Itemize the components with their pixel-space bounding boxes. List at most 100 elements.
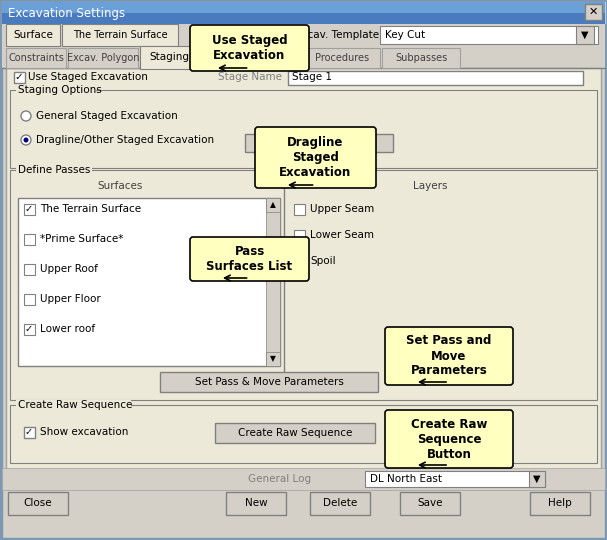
Bar bbox=[266, 198, 280, 366]
Text: The Terrain Surface: The Terrain Surface bbox=[73, 30, 168, 40]
FancyBboxPatch shape bbox=[190, 237, 309, 281]
Bar bbox=[380, 26, 598, 44]
Bar bbox=[266, 198, 280, 212]
Bar bbox=[530, 492, 590, 515]
Bar bbox=[400, 492, 460, 515]
Bar bbox=[294, 204, 305, 215]
Bar bbox=[16, 85, 96, 95]
Text: Delete: Delete bbox=[323, 498, 357, 508]
Bar bbox=[2, 2, 605, 13]
Text: Lower roof: Lower roof bbox=[40, 324, 95, 334]
Text: Dragline/Other Staged Excavation: Dragline/Other Staged Excavation bbox=[36, 135, 214, 145]
Bar bbox=[6, 68, 601, 486]
Circle shape bbox=[21, 135, 31, 145]
Bar bbox=[226, 492, 286, 515]
Text: Pass
Surfaces List: Pass Surfaces List bbox=[206, 245, 293, 273]
Bar bbox=[6, 24, 60, 46]
FancyBboxPatch shape bbox=[255, 127, 376, 188]
Bar bbox=[18, 198, 280, 366]
Text: Excavation Settings: Excavation Settings bbox=[8, 6, 125, 19]
Text: Create Raw Sequence: Create Raw Sequence bbox=[238, 428, 352, 438]
Bar bbox=[266, 352, 280, 366]
Text: Draw Limiting Polygon: Draw Limiting Polygon bbox=[260, 137, 378, 147]
Bar bbox=[10, 170, 597, 400]
Bar bbox=[68, 48, 138, 68]
Text: ▼: ▼ bbox=[534, 474, 541, 484]
Text: Staging: Staging bbox=[149, 52, 189, 62]
Bar bbox=[2, 468, 605, 490]
Bar bbox=[2, 24, 605, 46]
Circle shape bbox=[24, 138, 29, 143]
Bar bbox=[10, 90, 597, 168]
Bar bbox=[2, 2, 605, 24]
Text: DL North East: DL North East bbox=[370, 474, 442, 484]
Bar bbox=[382, 48, 460, 68]
Text: Stage Name: Stage Name bbox=[218, 72, 282, 82]
Text: Upper Floor: Upper Floor bbox=[40, 294, 101, 304]
Bar bbox=[160, 372, 378, 392]
Text: Upper Roof: Upper Roof bbox=[40, 264, 98, 274]
Text: Subpasses: Subpasses bbox=[395, 53, 447, 63]
Bar bbox=[140, 46, 198, 69]
Text: General Log: General Log bbox=[248, 474, 311, 484]
Text: The Terrain Surface: The Terrain Surface bbox=[40, 204, 141, 214]
Text: Layers: Layers bbox=[413, 181, 447, 191]
Text: Help: Help bbox=[548, 498, 572, 508]
Bar bbox=[6, 48, 66, 68]
Bar bbox=[529, 471, 545, 487]
Text: New: New bbox=[245, 498, 267, 508]
Text: Surfaces: Surfaces bbox=[97, 181, 143, 191]
Text: Close: Close bbox=[24, 498, 52, 508]
Text: Define Passes: Define Passes bbox=[18, 165, 90, 175]
Text: Upper Seam: Upper Seam bbox=[310, 204, 375, 214]
FancyBboxPatch shape bbox=[385, 327, 513, 385]
Bar bbox=[310, 492, 370, 515]
Text: Spoil: Spoil bbox=[310, 256, 336, 266]
Bar bbox=[365, 471, 545, 487]
Bar bbox=[16, 400, 131, 410]
Text: Set Pass & Move Parameters: Set Pass & Move Parameters bbox=[195, 377, 344, 387]
Text: ✓: ✓ bbox=[15, 72, 24, 82]
Text: Save: Save bbox=[417, 498, 443, 508]
Bar bbox=[24, 324, 35, 335]
Bar bbox=[576, 26, 594, 44]
Bar bbox=[24, 427, 35, 438]
Bar bbox=[288, 71, 583, 85]
FancyBboxPatch shape bbox=[385, 410, 513, 468]
Text: General Staged Excavation: General Staged Excavation bbox=[36, 111, 178, 121]
Text: Stage 1: Stage 1 bbox=[292, 72, 332, 82]
Bar bbox=[200, 48, 303, 68]
Text: ✓: ✓ bbox=[25, 427, 33, 437]
Bar bbox=[24, 204, 35, 215]
Text: *Prime Surface*: *Prime Surface* bbox=[40, 234, 123, 244]
Bar bbox=[24, 264, 35, 275]
Text: Key Cut: Key Cut bbox=[385, 30, 425, 40]
Text: ✓: ✓ bbox=[25, 324, 33, 334]
Bar bbox=[24, 234, 35, 245]
Circle shape bbox=[21, 111, 31, 121]
Text: Set Pass and
Move
Parameters: Set Pass and Move Parameters bbox=[406, 334, 492, 377]
Bar bbox=[16, 165, 92, 175]
Bar bbox=[8, 492, 68, 515]
Bar bbox=[2, 46, 605, 68]
Text: Dragline
Staged
Excavation: Dragline Staged Excavation bbox=[279, 136, 351, 179]
Text: Excav. Template: Excav. Template bbox=[295, 30, 379, 40]
Bar bbox=[24, 294, 35, 305]
Bar bbox=[294, 230, 305, 241]
Bar bbox=[14, 72, 25, 83]
Text: Excav. Polygon: Excav. Polygon bbox=[67, 53, 139, 63]
Text: ▲: ▲ bbox=[270, 200, 276, 210]
Text: Create Raw
Sequence
Button: Create Raw Sequence Button bbox=[411, 417, 487, 461]
FancyBboxPatch shape bbox=[190, 25, 309, 71]
Text: Use Staged
Excavation: Use Staged Excavation bbox=[212, 34, 287, 62]
Bar bbox=[10, 405, 597, 463]
Text: Constraints: Constraints bbox=[8, 53, 64, 63]
Bar bbox=[294, 256, 305, 267]
Text: Create Raw Sequence: Create Raw Sequence bbox=[18, 400, 132, 410]
Text: Subsequences: Subsequences bbox=[215, 53, 287, 63]
Text: ✓: ✓ bbox=[25, 204, 33, 214]
Bar bbox=[585, 4, 602, 20]
Bar bbox=[305, 48, 380, 68]
Bar bbox=[245, 134, 393, 152]
Text: Staging Options: Staging Options bbox=[18, 85, 102, 95]
